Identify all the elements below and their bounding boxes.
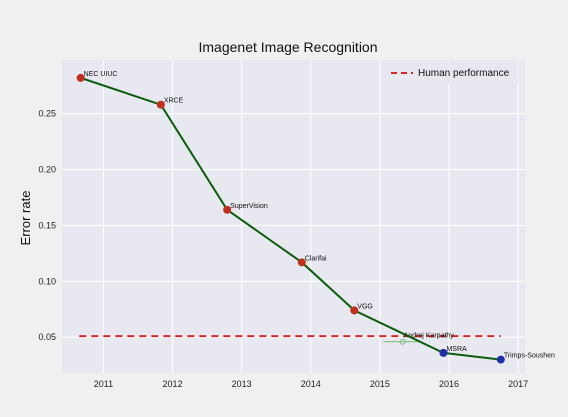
annotation-label: Andrej Karpathy (404, 333, 455, 340)
data-point (156, 100, 165, 109)
data-point (439, 348, 448, 357)
x-tick-label: 2012 (163, 379, 183, 389)
data-point (350, 306, 359, 315)
point-labels: NEC UIUC XRCE SuperVision Clarifai VGG MSRA Tr… (84, 71, 555, 360)
y-tick-label: 0.15 (38, 220, 56, 230)
x-tick-label: 2014 (301, 379, 321, 389)
y-tick-label: 0.20 (38, 165, 56, 175)
data-points (76, 73, 505, 364)
x-tick-label: 2015 (370, 379, 390, 389)
data-point (223, 205, 232, 214)
y-tick-label: 0.05 (38, 332, 56, 342)
data-point-label: Trimps-Soushen (504, 353, 555, 360)
plot-area (62, 60, 525, 373)
data-point-label: VGG (357, 303, 373, 310)
data-point-label: MSRA (446, 346, 467, 353)
legend-human-performance-label: Human performance (418, 68, 510, 79)
y-axis-ticks: 0.05 0.10 0.15 0.20 0.25 (38, 109, 56, 343)
data-point-label: SuperVision (230, 203, 268, 210)
legend: Human performance (384, 62, 518, 84)
y-tick-label: 0.10 (38, 276, 56, 286)
grid (62, 60, 525, 373)
data-point (496, 355, 505, 364)
x-tick-label: 2011 (94, 379, 113, 389)
data-point-label: XRCE (164, 98, 184, 105)
annotations: Andrej Karpathy (383, 333, 455, 345)
data-point (297, 258, 306, 267)
chart-title: Imagenet Image Recognition (199, 39, 378, 55)
annotation-marker (399, 338, 406, 345)
y-axis-label: Error rate (18, 191, 33, 246)
x-tick-label: 2016 (439, 379, 459, 389)
y-tick-label: 0.25 (38, 109, 56, 119)
data-point (76, 73, 85, 82)
legend-box (384, 62, 518, 84)
x-tick-label: 2017 (508, 379, 528, 389)
x-tick-label: 2013 (232, 379, 252, 389)
x-axis-ticks: 2011 2012 2013 2014 2015 2016 2017 (94, 379, 528, 389)
data-point-label: Clarifai (305, 255, 327, 262)
data-point-label: NEC UIUC (84, 71, 118, 78)
